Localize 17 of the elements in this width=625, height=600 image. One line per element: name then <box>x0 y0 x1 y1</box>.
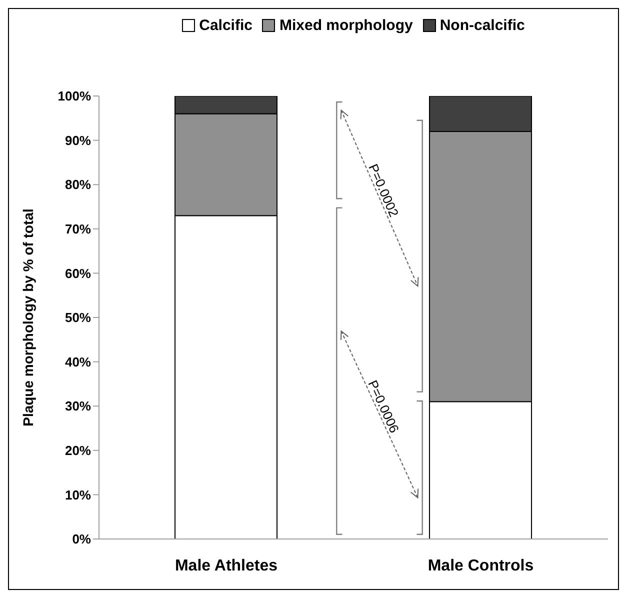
y-tick-label: 50% <box>64 310 92 326</box>
y-tick-label: 0% <box>72 532 92 547</box>
legend-label: Non-calcific <box>438 17 525 34</box>
y-tick-label: 60% <box>64 266 92 281</box>
y-tick-label: 30% <box>64 398 92 414</box>
x-tick-label: Male Athletes <box>174 557 278 574</box>
y-tick-label: 20% <box>64 443 92 458</box>
x-tick-label: Male Controls <box>428 557 534 574</box>
legend-label: Mixed morphology <box>278 17 413 34</box>
y-tick-label: 100% <box>58 88 92 104</box>
y-axis-title: Plaque morphology by % of total <box>20 208 36 426</box>
y-tick-label: 80% <box>64 177 92 192</box>
y-tick-label: 10% <box>64 487 92 502</box>
y-tick-label: 40% <box>64 354 92 370</box>
y-tick-label: 70% <box>64 222 92 237</box>
y-tick-label: 90% <box>64 132 92 148</box>
legend-label: Calcific <box>198 17 252 34</box>
